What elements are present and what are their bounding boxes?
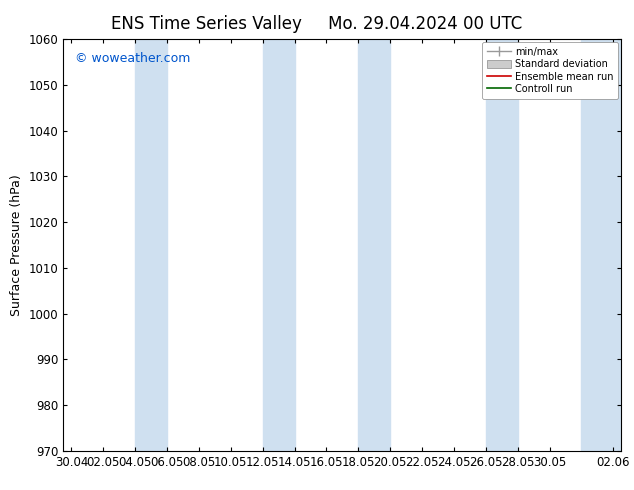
- Bar: [135, 39, 167, 451]
- Bar: [581, 39, 634, 451]
- Legend: min/max, Standard deviation, Ensemble mean run, Controll run: min/max, Standard deviation, Ensemble me…: [482, 42, 618, 99]
- Text: ENS Time Series Valley     Mo. 29.04.2024 00 UTC: ENS Time Series Valley Mo. 29.04.2024 00…: [112, 15, 522, 33]
- Bar: [262, 39, 295, 451]
- Y-axis label: Surface Pressure (hPa): Surface Pressure (hPa): [10, 174, 23, 316]
- Text: © woweather.com: © woweather.com: [75, 51, 190, 65]
- Bar: [486, 39, 518, 451]
- Bar: [358, 39, 390, 451]
